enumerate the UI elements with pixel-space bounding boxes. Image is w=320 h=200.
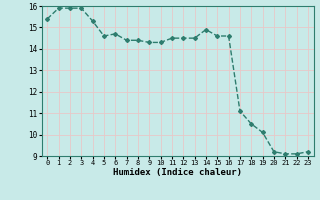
- X-axis label: Humidex (Indice chaleur): Humidex (Indice chaleur): [113, 168, 242, 177]
